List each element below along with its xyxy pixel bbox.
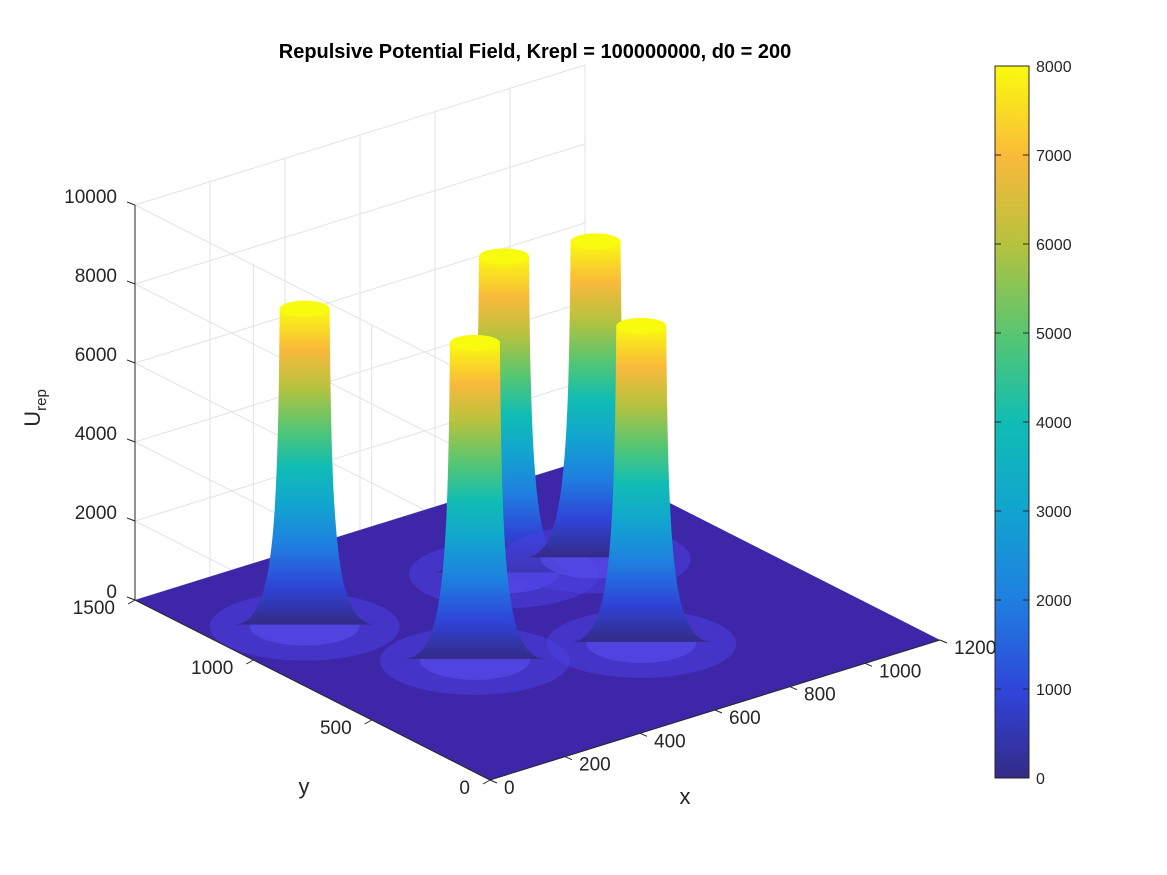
peak-body bbox=[569, 325, 714, 642]
peak-body bbox=[432, 256, 576, 573]
z-axis-label-main: U bbox=[20, 411, 45, 427]
z-tick-label: 0 bbox=[106, 582, 117, 603]
z-axis-label: Urep bbox=[20, 389, 50, 427]
colorbar-tick-label: 3000 bbox=[1036, 504, 1072, 521]
surface-peak bbox=[209, 300, 400, 661]
y-tick-label: 1000 bbox=[191, 658, 233, 679]
colorbar-tick-label: 1000 bbox=[1036, 682, 1072, 699]
colorbar-tick-label: 6000 bbox=[1036, 237, 1072, 254]
x-tick-label: 200 bbox=[579, 755, 611, 776]
x-tick-label: 1200 bbox=[954, 638, 996, 659]
x-axis-ticks: 0 200 400 600 800 1000 1200 bbox=[489, 638, 996, 799]
y-tick-label: 1500 bbox=[73, 598, 115, 619]
surface-peak bbox=[546, 317, 737, 678]
z-axis-label-sub: rep bbox=[33, 389, 50, 411]
colorbar-tick-label: 8000 bbox=[1036, 59, 1072, 76]
peak-body bbox=[523, 241, 668, 558]
z-tick-label: 8000 bbox=[75, 266, 117, 287]
z-tick-label: 2000 bbox=[75, 503, 117, 524]
colorbar-tick-label: 5000 bbox=[1036, 326, 1072, 343]
y-axis-label: y bbox=[299, 774, 310, 799]
y-axis-ticks: 0 500 1000 1500 bbox=[73, 598, 491, 799]
colorbar-ticks: 0 1000 2000 3000 4000 5000 6000 7000 8000 bbox=[995, 59, 1072, 788]
colorbar-tick-label: 2000 bbox=[1036, 593, 1072, 610]
y-tick-label: 0 bbox=[459, 778, 470, 799]
z-tick-label: 4000 bbox=[75, 424, 117, 445]
peak-body bbox=[232, 308, 377, 625]
z-tick-label: 10000 bbox=[64, 187, 117, 208]
surface-peak bbox=[379, 334, 570, 695]
x-tick-label: 400 bbox=[654, 731, 686, 752]
colorbar-tick-label: 7000 bbox=[1036, 148, 1072, 165]
peak-top bbox=[570, 233, 621, 250]
surface-peaks bbox=[209, 233, 737, 695]
x-tick-label: 1000 bbox=[879, 661, 921, 682]
colorbar-tick-label: 0 bbox=[1036, 771, 1045, 788]
peak-top bbox=[479, 248, 529, 265]
y-tick-label: 500 bbox=[320, 718, 352, 739]
x-tick-label: 0 bbox=[504, 778, 515, 799]
colorbar-tick-label: 4000 bbox=[1036, 415, 1072, 432]
peak-top bbox=[616, 317, 667, 334]
x-tick-label: 800 bbox=[804, 685, 836, 706]
peak-top bbox=[449, 334, 500, 351]
peak-top bbox=[279, 300, 330, 317]
peak-body bbox=[402, 342, 547, 659]
z-axis-ticks: 0 2000 4000 6000 8000 10000 bbox=[64, 187, 136, 603]
z-tick-label: 6000 bbox=[75, 345, 117, 366]
x-tick-label: 600 bbox=[729, 708, 761, 729]
chart-title: Repulsive Potential Field, Krepl = 10000… bbox=[279, 41, 791, 63]
x-axis-label: x bbox=[680, 784, 691, 809]
svg-text:Urep: Urep bbox=[20, 389, 50, 427]
